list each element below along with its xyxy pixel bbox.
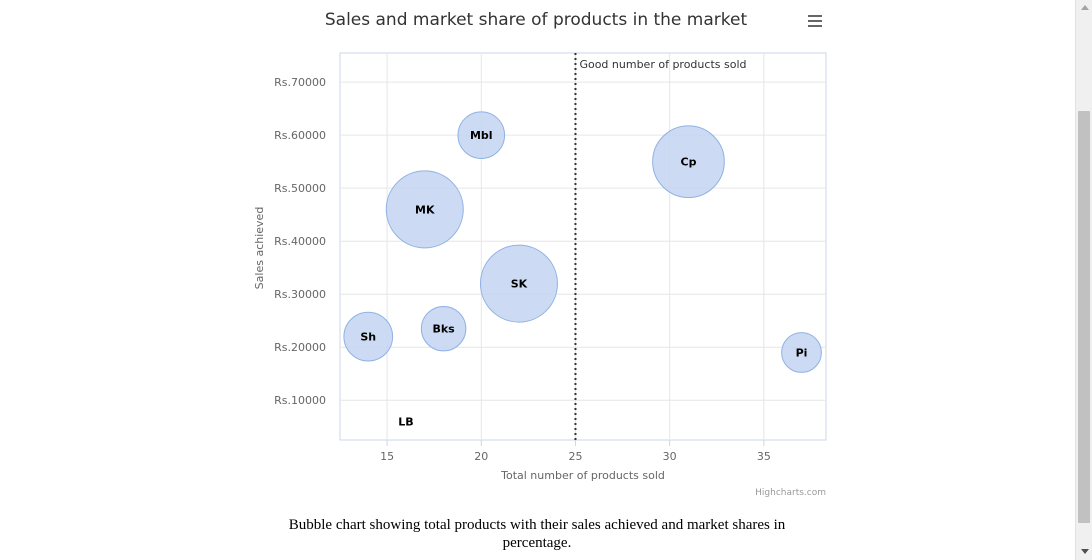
y-axis-label: Sales achieved [253,207,266,290]
plot-area [339,52,827,441]
bubble-label: SK [511,278,528,291]
plot-line-group: Good number of products sold [574,53,746,440]
y-tick-label: Rs.30000 [274,288,326,301]
bubble-pi[interactable] [781,332,822,373]
x-tick-label: 15 [380,450,394,463]
chart-title: Sales and market share of products in th… [325,10,748,30]
hamburger-menu-icon-bar [808,25,822,27]
credits-link[interactable]: Highcharts.com [755,488,826,498]
bubble-label: Bks [432,323,455,336]
bubble-sk[interactable] [479,244,558,323]
bubble-label: Cp [681,156,697,169]
scroll-thumb[interactable] [1078,111,1090,523]
y-tick-label: Rs.40000 [274,235,326,248]
bubble-label: Pi [796,347,808,360]
hamburger-menu-icon-bar [808,20,822,22]
bubble-cp[interactable] [652,125,725,199]
x-axis-ticks: 15 20 25 30 35 [380,440,771,463]
scroll-down-icon [1080,549,1089,554]
bubble-label: Mbl [470,129,493,142]
vertical-scrollbar[interactable] [1075,0,1092,560]
bubble-label: MK [415,203,435,216]
bubble-mk[interactable] [385,170,464,249]
bubble-sh[interactable] [343,311,394,362]
scroll-up-icon [1080,5,1089,10]
bubble-label: LB [398,415,413,428]
bubble-series: LB Sh Bks SK MK Mbl Cp Pi [343,111,822,428]
y-tick-label: Rs.50000 [274,182,326,195]
plot-line-label: Good number of products sold [579,58,746,71]
hamburger-menu-icon [808,15,822,17]
chart-caption: Bubble chart showing total products with… [288,517,786,551]
y-tick-label: Rs.70000 [274,76,326,89]
y-tick-label: Rs.10000 [274,394,326,407]
scroll-up-button[interactable] [1076,0,1092,16]
x-tick-label: 25 [568,450,582,463]
y-tick-label: Rs.60000 [274,129,326,142]
x-axis-label: Total number of products sold [500,469,665,482]
scroll-down-button[interactable] [1076,544,1092,560]
y-tick-label: Rs.20000 [274,341,326,354]
chart-menu-button[interactable] [804,12,826,32]
x-tick-label: 30 [663,450,677,463]
x-tick-label: 35 [757,450,771,463]
y-axis-ticks: Rs.10000 Rs.20000 Rs.30000 Rs.40000 Rs.50000… [274,76,326,407]
bubble-label: Sh [360,331,376,344]
bubble-bks[interactable] [420,305,467,352]
bubble-mbl[interactable] [457,111,506,159]
x-tick-label: 20 [474,450,488,463]
grid-lines [340,53,826,440]
